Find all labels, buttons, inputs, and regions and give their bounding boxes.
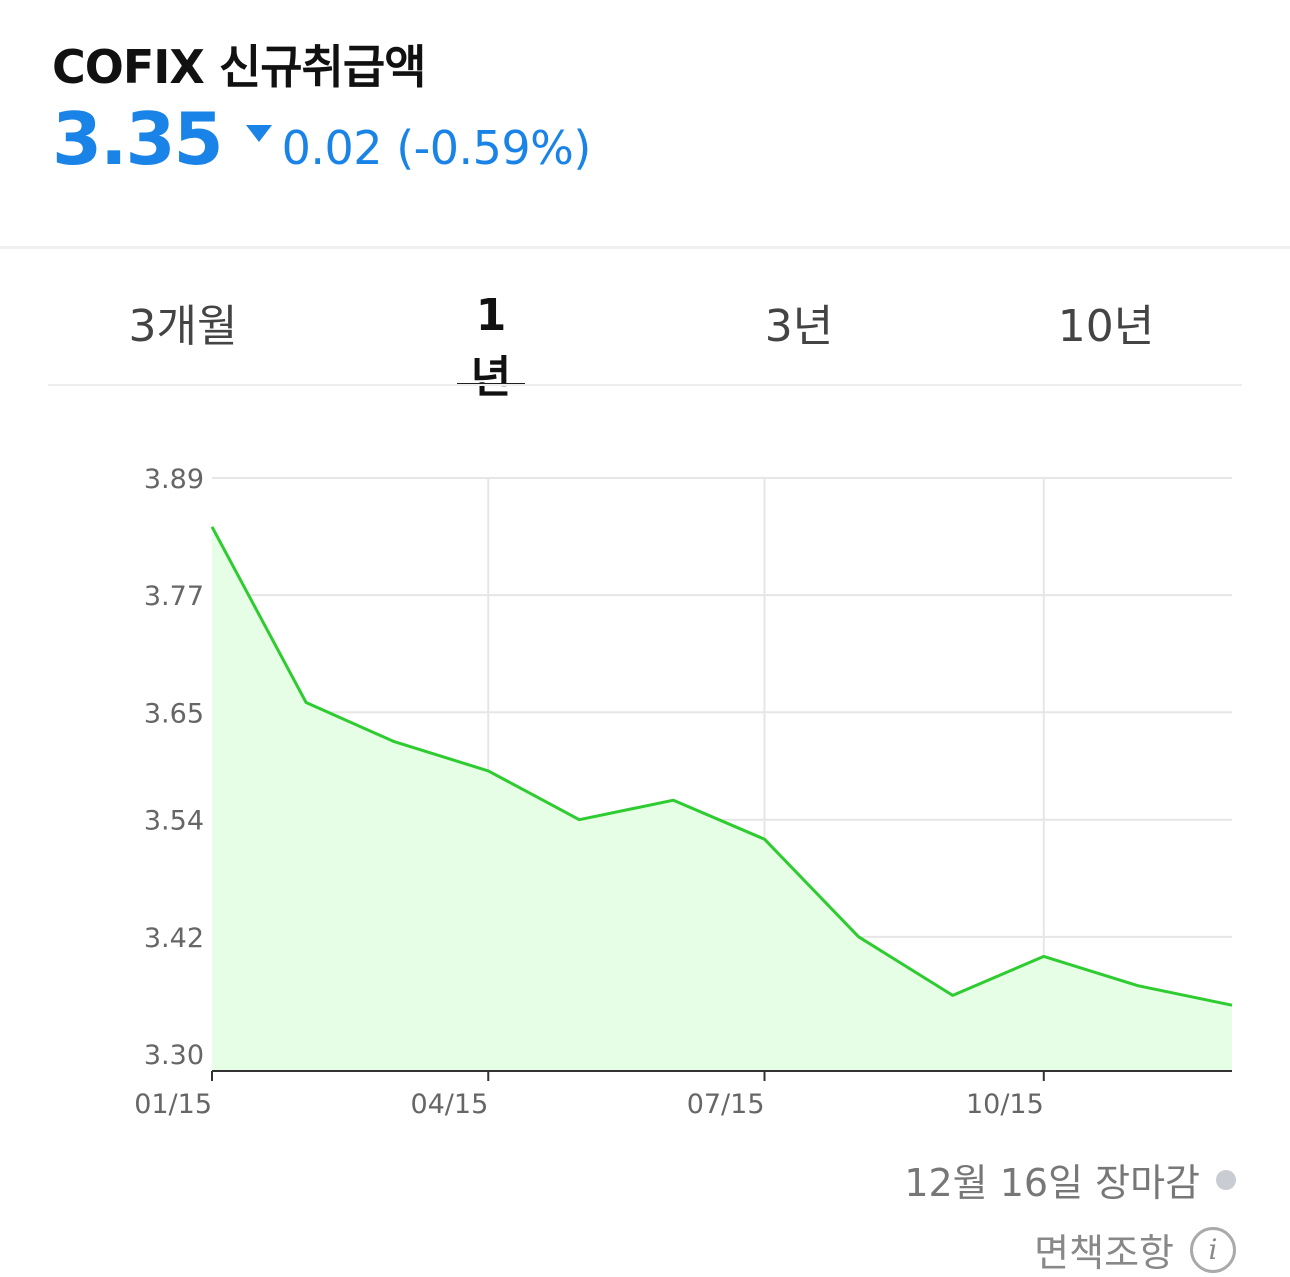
disclaimer-label: 면책조항: [1034, 1231, 1174, 1275]
x-tick-label: 01/15: [134, 1089, 212, 1120]
x-axis-ticks: 01/15 04/15 07/15 10/15: [134, 1071, 1045, 1120]
x-tick-label: 10/15: [966, 1089, 1044, 1120]
tab-3-years[interactable]: 3년: [758, 290, 840, 386]
y-tick-label: 3.54: [144, 806, 204, 837]
page-title: COFIX 신규취급액: [52, 40, 426, 94]
y-tick-label: 3.65: [144, 698, 204, 729]
status-dot-icon: [1216, 1169, 1236, 1190]
tab-label: 10년: [1057, 301, 1155, 352]
section-divider: [0, 246, 1290, 249]
chart-series-line: [210, 526, 1233, 1007]
chart: 3.30 3.42 3.54 3.65 3.77 3.89 01/15 04/15 07/15…: [134, 464, 1233, 1120]
tab-1-year[interactable]: 1년: [457, 290, 525, 403]
x-tick-label: 04/15: [410, 1089, 488, 1120]
tab-label: 1년: [470, 290, 512, 403]
market-status: 12월 16일 장마감: [904, 1152, 1236, 1207]
market-status-text: 12월 16일 장마감: [904, 1161, 1200, 1205]
disclaimer-link[interactable]: 면책조항 i: [1034, 1222, 1236, 1277]
y-tick-label: 3.89: [144, 464, 204, 495]
y-tick-label: 3.42: [144, 923, 204, 954]
info-icon: i: [1190, 1226, 1236, 1273]
current-price: 3.35: [52, 97, 224, 182]
tab-label: 3년: [764, 301, 834, 352]
tab-10-years[interactable]: 10년: [1054, 290, 1158, 386]
y-tick-label: 3.30: [144, 1040, 204, 1071]
y-axis-ticks: 3.30 3.42 3.54 3.65 3.77 3.89: [144, 464, 204, 1071]
triangle-down-icon: [245, 125, 272, 143]
tab-3-months[interactable]: 3개월: [108, 290, 258, 386]
tab-label: 3개월: [128, 301, 238, 352]
chart-area-fill: [212, 526, 1232, 1071]
tabs-baseline: [48, 384, 1242, 386]
price-change: 0.02 (-0.59%): [281, 121, 592, 176]
header: COFIX 신규취급액 3.35 0.02 (-0.59%): [52, 40, 1250, 175]
period-tabs: 3개월 1년 3년 10년: [48, 290, 1242, 403]
x-tick-label: 07/15: [687, 1089, 765, 1120]
y-tick-label: 3.77: [144, 581, 204, 612]
price-row: 3.35 0.02 (-0.59%): [52, 103, 1250, 175]
